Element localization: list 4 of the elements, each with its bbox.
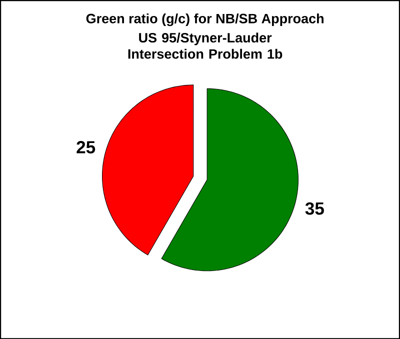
data-label: 25 [76, 140, 96, 154]
data-label: 35 [305, 202, 324, 215]
chart-subtitle: US 95/Styner-Lauder Intersection Problem 1b [128, 32, 282, 59]
chart-title: Green ratio (g/c) for NB/SB Approach [86, 13, 324, 26]
